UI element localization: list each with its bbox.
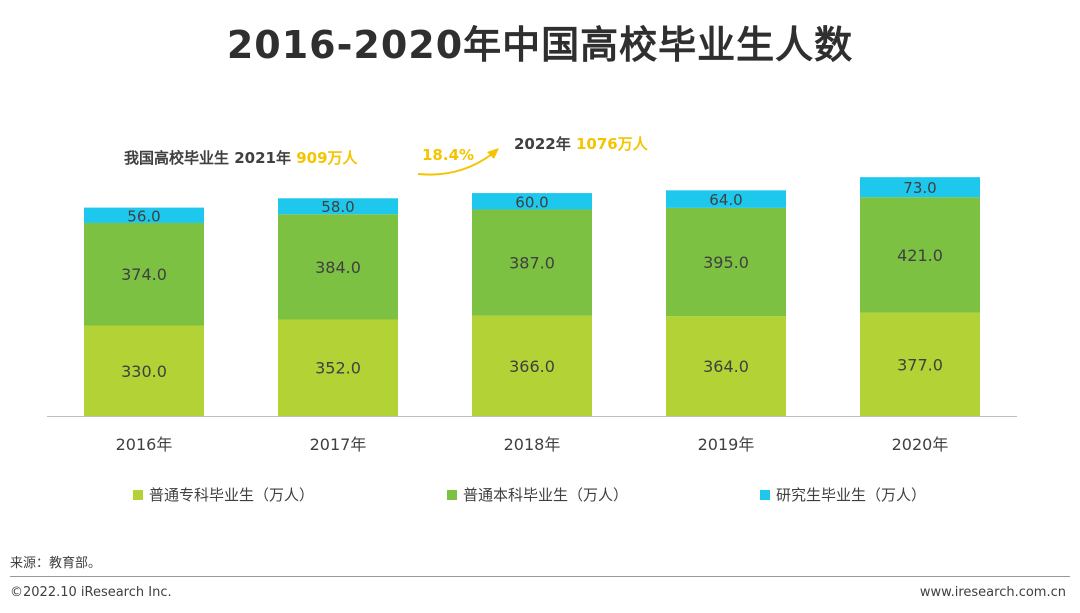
data-label-zhuanke-5: 377.0 xyxy=(897,355,943,374)
bar-zhuanke-2 xyxy=(278,319,398,416)
source-note: 来源：教育部。 xyxy=(10,556,102,571)
annotation-2021-value: 909万人 xyxy=(296,149,358,167)
legend-item-zhuanke: 普通专科毕业生（万人） xyxy=(133,484,314,505)
data-label-yanjiusheng-5: 73.0 xyxy=(903,179,936,197)
bar-benke-5 xyxy=(860,197,980,313)
x-tick-label-5: 2020年 xyxy=(892,435,949,454)
legend-item-yanjiusheng: 研究生毕业生（万人） xyxy=(760,484,926,505)
bar-benke-2 xyxy=(278,214,398,320)
legend-item-benke: 普通本科毕业生（万人） xyxy=(447,484,628,505)
legend-swatch-benke xyxy=(447,489,457,500)
data-label-benke-5: 421.0 xyxy=(897,246,943,265)
footer-website: www.iresearch.com.cn xyxy=(919,585,1066,600)
bar-yanjiusheng-5 xyxy=(860,177,980,198)
bar-zhuanke-3 xyxy=(472,315,592,416)
bar-zhuanke-5 xyxy=(860,312,980,416)
bar-zhuanke-4 xyxy=(666,316,786,416)
bar-benke-4 xyxy=(666,207,786,317)
x-tick-label-2: 2017年 xyxy=(310,435,367,454)
data-label-zhuanke-3: 366.0 xyxy=(509,357,555,376)
x-tick-label-1: 2016年 xyxy=(116,435,173,454)
annotation-2022-prefix: 2022年 xyxy=(514,135,576,153)
annotation-2022-value: 1076万人 xyxy=(575,135,648,153)
footer-copyright: ©2022.10 iResearch Inc. xyxy=(10,585,172,600)
data-label-yanjiusheng-2: 58.0 xyxy=(321,198,354,216)
growth-rate: 18.4% xyxy=(422,146,475,164)
chart-title: 2016-2020年中国高校毕业生人数 xyxy=(226,23,854,67)
legend-label-yanjiusheng: 研究生毕业生（万人） xyxy=(776,486,927,504)
data-label-yanjiusheng-4: 64.0 xyxy=(709,191,742,209)
legend-label-zhuanke: 普通专科毕业生（万人） xyxy=(149,486,315,504)
legend-label-benke: 普通本科毕业生（万人） xyxy=(463,486,629,504)
bar-yanjiusheng-1 xyxy=(84,207,204,223)
bar-zhuanke-1 xyxy=(84,325,204,416)
x-tick-label-3: 2018年 xyxy=(504,435,561,454)
data-label-zhuanke-2: 352.0 xyxy=(315,359,361,378)
data-label-zhuanke-4: 364.0 xyxy=(703,357,749,376)
data-label-benke-4: 395.0 xyxy=(703,253,749,272)
bar-benke-3 xyxy=(472,209,592,316)
bar-yanjiusheng-3 xyxy=(472,193,592,210)
bar-yanjiusheng-4 xyxy=(666,190,786,208)
data-label-benke-3: 387.0 xyxy=(509,254,555,273)
data-label-benke-1: 374.0 xyxy=(121,265,167,284)
legend-swatch-zhuanke xyxy=(133,489,143,500)
annotation-2022: 2022年 1076万人 xyxy=(514,133,648,154)
data-label-yanjiusheng-3: 60.0 xyxy=(515,193,548,211)
growth-arrow-curve xyxy=(417,153,493,176)
footer-divider xyxy=(10,576,1070,577)
data-label-zhuanke-1: 330.0 xyxy=(121,362,167,381)
data-label-yanjiusheng-1: 56.0 xyxy=(127,207,160,225)
bar-benke-1 xyxy=(84,222,204,326)
legend-swatch-yanjiusheng xyxy=(760,489,770,500)
growth-arrow-head xyxy=(487,148,499,159)
annotation-2021: 我国高校毕业生 2021年 909万人 xyxy=(124,147,358,168)
x-tick-label-4: 2019年 xyxy=(698,435,755,454)
bar-yanjiusheng-2 xyxy=(278,198,398,215)
annotation-2021-prefix: 我国高校毕业生 2021年 xyxy=(124,149,297,167)
data-label-benke-2: 384.0 xyxy=(315,258,361,277)
